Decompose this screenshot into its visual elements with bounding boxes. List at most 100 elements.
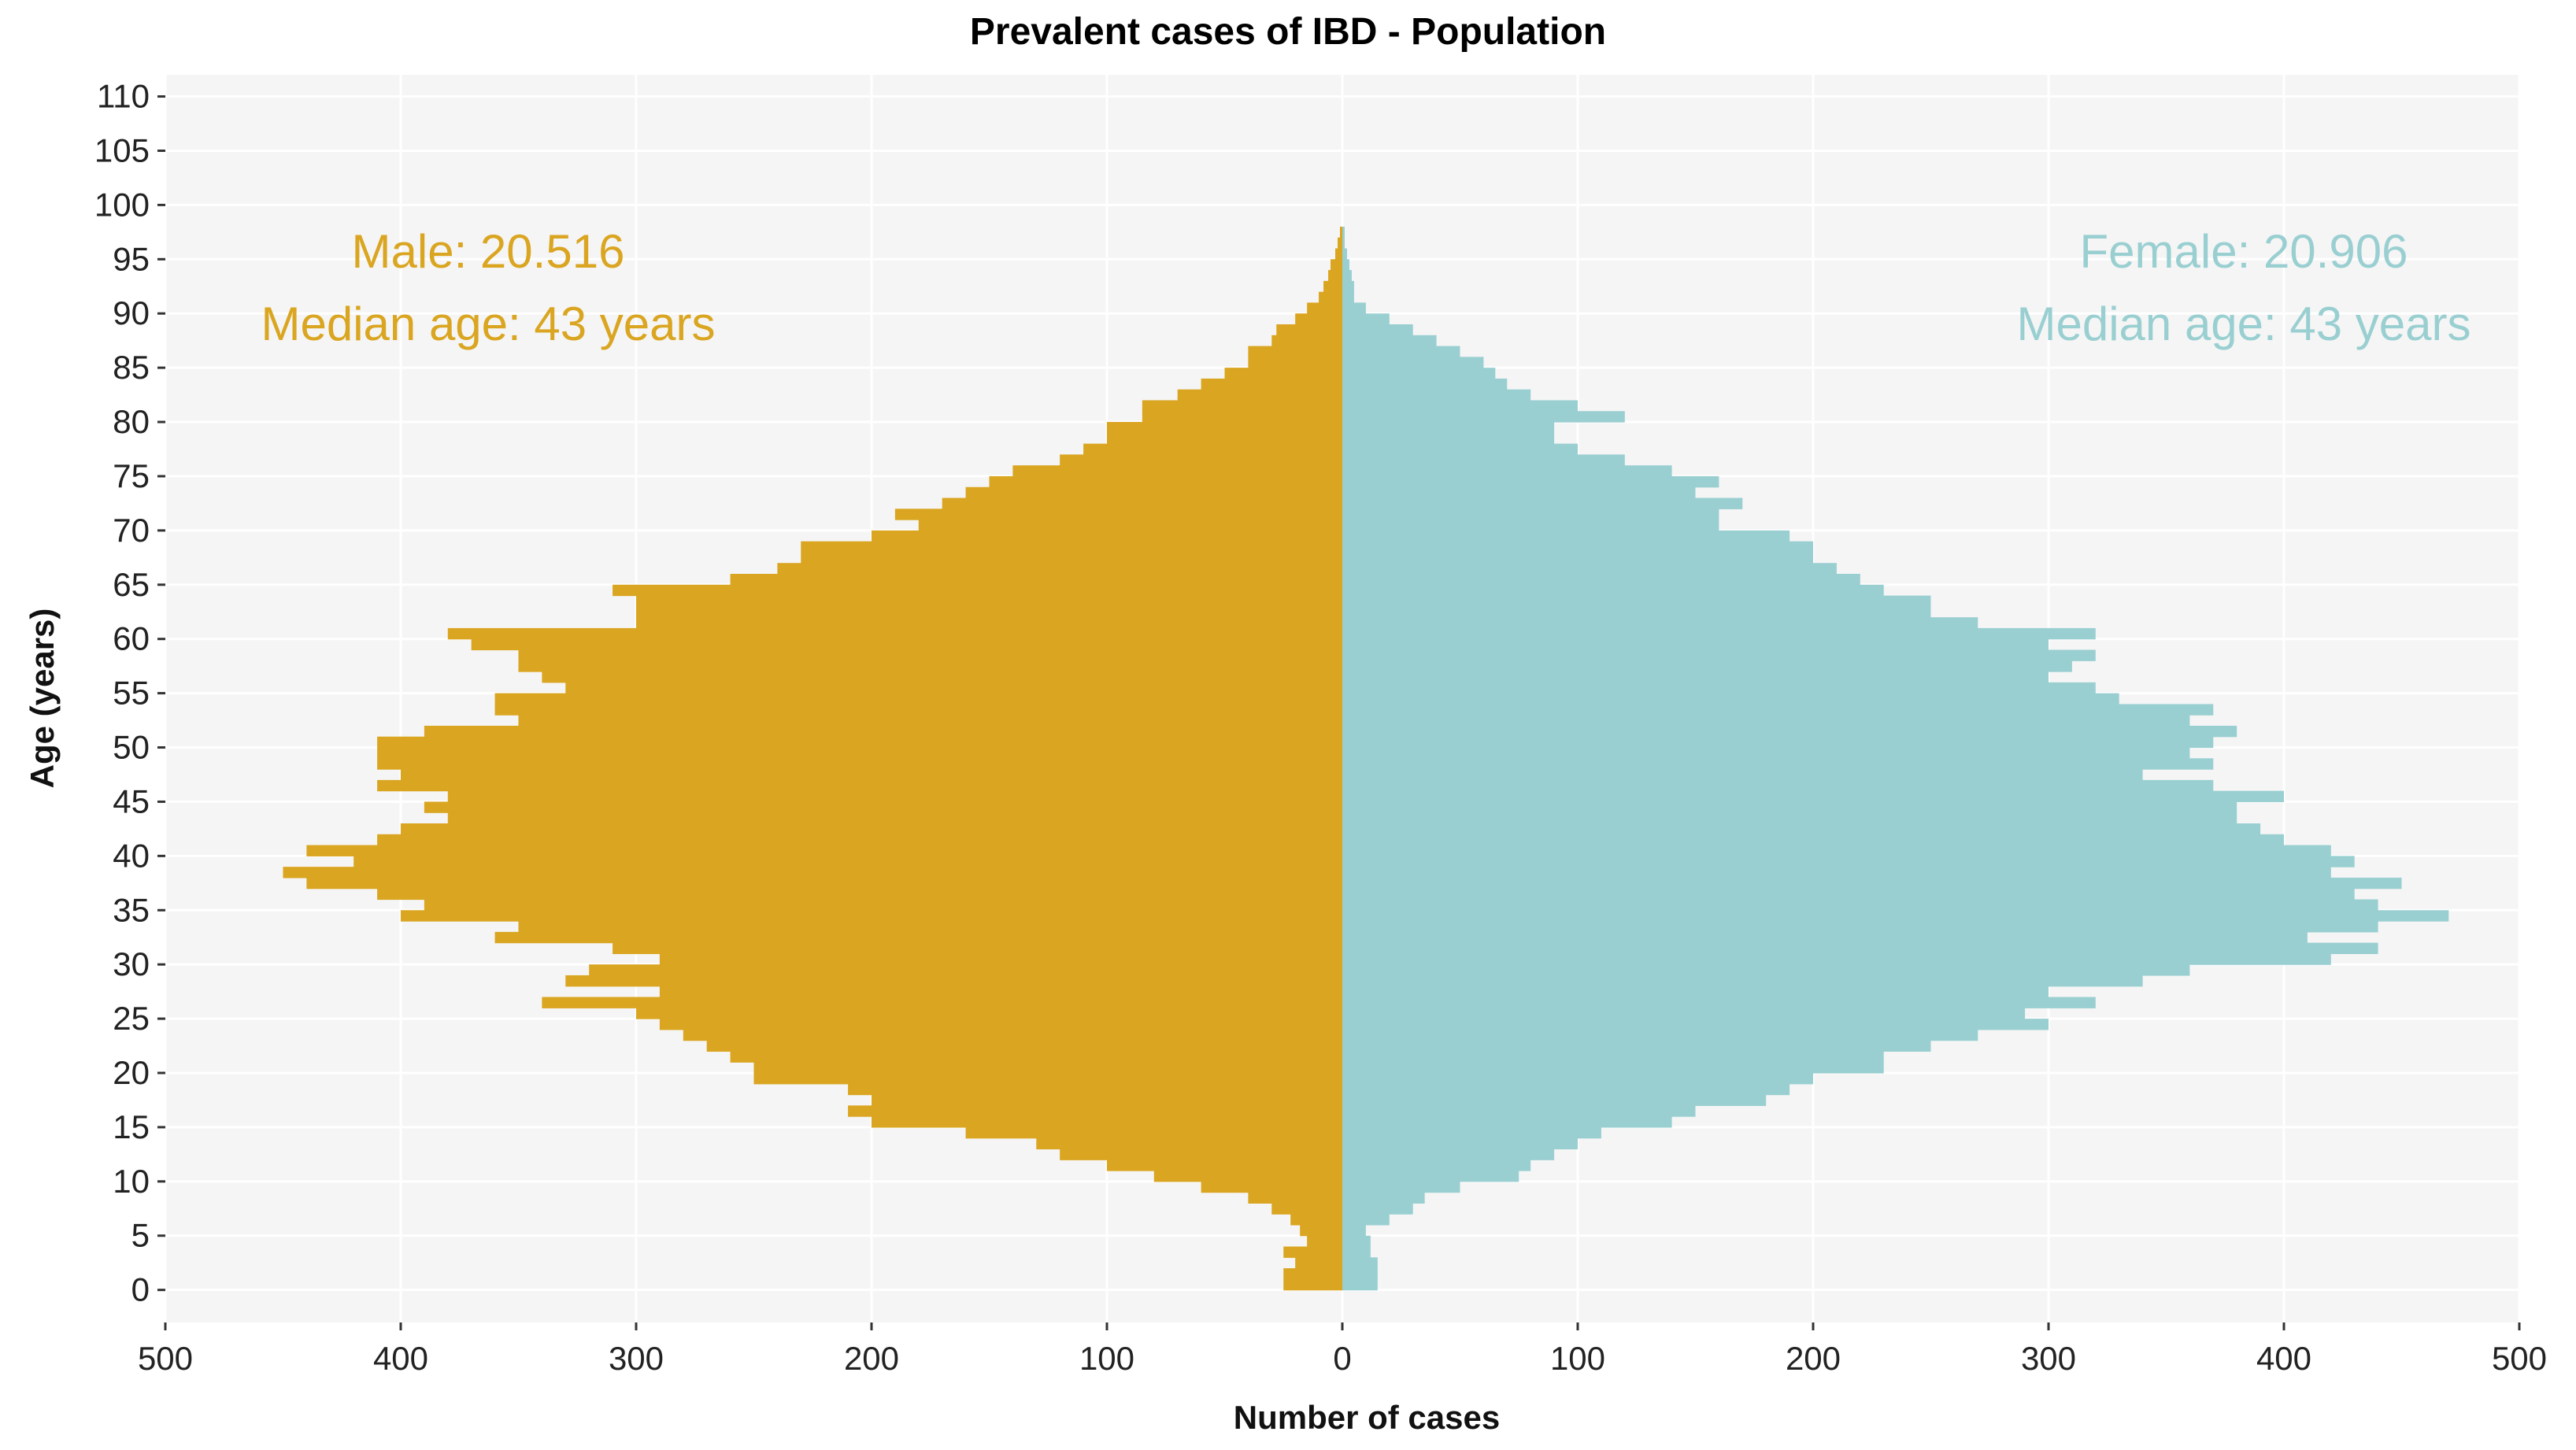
male-bar-age-86 xyxy=(1248,346,1342,357)
female-bar-age-94 xyxy=(1342,259,1349,271)
female-bar-age-77 xyxy=(1342,443,1578,455)
y-tick-label: 50 xyxy=(113,729,150,766)
female-bar-age-36 xyxy=(1342,888,2355,901)
female-bar-age-73 xyxy=(1342,486,1696,499)
female-bar-age-90 xyxy=(1342,302,1366,314)
male-bar-age-97 xyxy=(1340,226,1342,239)
male-bar-age-36 xyxy=(377,888,1343,901)
y-tick-label: 95 xyxy=(113,240,150,277)
male-bar-age-82 xyxy=(1177,389,1342,401)
male-count-annotation: Male: 20.516 xyxy=(352,225,625,278)
female-bar-age-78 xyxy=(1342,432,1555,445)
female-bar-age-81 xyxy=(1342,400,1578,412)
male-bar-age-72 xyxy=(942,498,1342,509)
male-bar-age-74 xyxy=(989,475,1342,488)
male-bar-age-42 xyxy=(401,823,1342,835)
male-bar-age-28 xyxy=(565,975,1342,987)
male-bar-age-62 xyxy=(636,606,1342,618)
x-tick-label: 300 xyxy=(609,1340,664,1377)
y-tick-label: 85 xyxy=(113,349,150,386)
male-bar-age-41 xyxy=(377,834,1343,846)
x-tick-label: 300 xyxy=(2021,1340,2076,1377)
y-tick-label: 65 xyxy=(113,566,150,603)
y-tick-label: 20 xyxy=(113,1054,150,1091)
female-bar-age-8 xyxy=(1342,1192,1425,1204)
male-bar-age-60 xyxy=(447,627,1342,640)
female-bar-age-18 xyxy=(1342,1083,1790,1096)
y-tick-label: 90 xyxy=(113,294,150,331)
female-bar-age-82 xyxy=(1342,389,1531,401)
male-bar-age-48 xyxy=(377,758,1343,770)
female-bar-age-44 xyxy=(1342,801,2237,813)
male-bar-age-23 xyxy=(683,1029,1342,1041)
male-bar-age-94 xyxy=(1331,259,1342,271)
male-bar-age-96 xyxy=(1338,237,1342,250)
female-bar-age-46 xyxy=(1342,779,2214,792)
y-tick-label: 10 xyxy=(113,1163,150,1200)
female-bar-age-51 xyxy=(1342,725,2237,738)
female-bar-age-27 xyxy=(1342,986,2049,998)
female-bar-age-72 xyxy=(1342,498,1743,509)
female-bar-age-28 xyxy=(1342,975,2143,987)
male-bar-age-54 xyxy=(494,693,1342,705)
male-bar-age-35 xyxy=(424,899,1342,911)
male-bar-age-13 xyxy=(1036,1137,1342,1150)
male-bar-age-9 xyxy=(1201,1181,1342,1193)
female-bar-age-49 xyxy=(1342,747,2190,759)
female-bar-age-15 xyxy=(1342,1116,1672,1128)
female-bar-age-10 xyxy=(1342,1171,1519,1182)
y-tick-label: 35 xyxy=(113,891,150,928)
female-bar-age-48 xyxy=(1342,758,2214,770)
male-bar-age-52 xyxy=(518,715,1342,727)
y-tick-label: 45 xyxy=(113,782,150,819)
female-bar-age-87 xyxy=(1342,335,1437,347)
female-bar-age-30 xyxy=(1342,953,2331,965)
male-bar-age-59 xyxy=(471,638,1343,651)
x-tick-label: 200 xyxy=(844,1340,899,1377)
female-bar-age-66 xyxy=(1342,563,1837,575)
female-bar-age-22 xyxy=(1342,1040,1931,1052)
female-bar-age-16 xyxy=(1342,1105,1696,1117)
male-bar-age-87 xyxy=(1271,335,1342,347)
x-tick-label: 200 xyxy=(1786,1340,1841,1377)
y-tick-label: 0 xyxy=(131,1271,150,1308)
y-tick-label: 75 xyxy=(113,457,150,494)
male-bar-age-83 xyxy=(1201,378,1342,390)
male-bar-age-51 xyxy=(424,725,1342,738)
male-bar-age-66 xyxy=(777,563,1342,575)
female-bar-age-24 xyxy=(1342,1019,2049,1030)
female-bar-age-88 xyxy=(1342,324,1413,336)
male-bar-age-22 xyxy=(706,1040,1342,1052)
female-bar-age-68 xyxy=(1342,541,1813,553)
male-bar-age-40 xyxy=(306,845,1342,856)
male-bar-age-38 xyxy=(283,867,1342,879)
male-bar-age-33 xyxy=(518,921,1342,933)
female-bar-age-60 xyxy=(1342,627,2096,640)
male-bar-age-50 xyxy=(377,736,1343,749)
female-bar-age-20 xyxy=(1342,1062,1884,1074)
male-bar-age-44 xyxy=(424,801,1342,813)
male-bar-age-92 xyxy=(1323,280,1342,293)
female-bar-age-26 xyxy=(1342,997,2096,1008)
x-tick-label: 0 xyxy=(1333,1340,1351,1377)
female-bar-age-1 xyxy=(1342,1268,1378,1280)
male-bar-age-64 xyxy=(613,584,1342,597)
female-bar-age-56 xyxy=(1342,671,2049,683)
male-bar-age-24 xyxy=(659,1019,1342,1030)
male-bar-age-91 xyxy=(1319,291,1342,304)
male-bar-age-25 xyxy=(636,1008,1342,1019)
female-bar-age-67 xyxy=(1342,552,1813,564)
female-bar-age-31 xyxy=(1342,942,2378,954)
male-bar-age-78 xyxy=(1107,432,1342,445)
x-tick-label: 500 xyxy=(138,1340,193,1377)
female-bar-age-29 xyxy=(1342,964,2190,976)
male-bar-age-55 xyxy=(565,682,1342,694)
x-tick-label: 100 xyxy=(1079,1340,1134,1377)
male-bar-age-21 xyxy=(730,1051,1342,1063)
chart-title: Prevalent cases of IBD - Population xyxy=(970,11,1606,53)
male-bar-age-10 xyxy=(1153,1171,1342,1182)
male-bar-age-69 xyxy=(872,530,1342,542)
male-bar-age-67 xyxy=(801,552,1342,564)
male-bar-age-77 xyxy=(1083,443,1342,455)
female-bar-age-4 xyxy=(1342,1235,1371,1248)
